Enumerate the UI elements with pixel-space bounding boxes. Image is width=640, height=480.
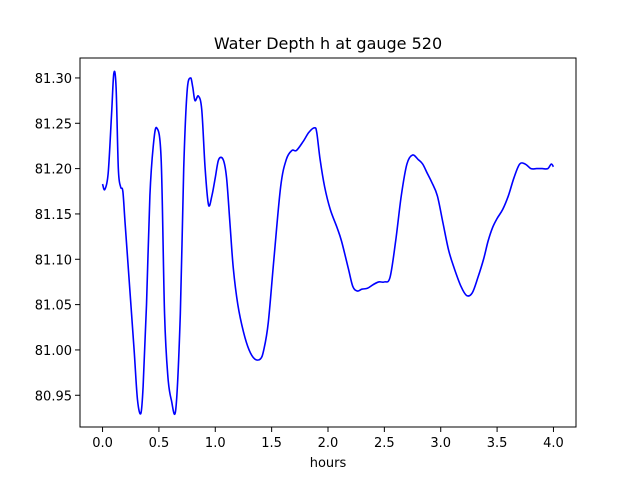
y-tick-label: 81.25: [35, 117, 72, 132]
x-tick-label: 0.0: [92, 436, 113, 451]
x-tick-label: 3.5: [487, 436, 508, 451]
y-tick-label: 81.00: [35, 344, 72, 359]
x-tick-label: 2.5: [374, 436, 395, 451]
y-tick-label: 81.15: [35, 208, 72, 223]
water-depth-series-line: [101, 70, 555, 416]
y-tick-label: 80.95: [35, 389, 72, 404]
plot-area: 0.0 0.5 1.0 1.5 2.0 2.5 3.0 3.5 4.0 80.95 81.00 81…: [35, 57, 577, 451]
x-tick-label: 1.0: [205, 436, 226, 451]
x-axis-label: hours: [310, 456, 347, 471]
x-tick-label: 0.5: [149, 436, 170, 451]
x-tick-label: 1.5: [261, 436, 282, 451]
y-tick-label: 81.30: [35, 72, 72, 87]
x-tick-label: 4.0: [543, 436, 564, 451]
y-tick-label: 81.20: [35, 163, 72, 178]
x-axis-ticks: 0.0 0.5 1.0 1.5 2.0 2.5 3.0 3.5 4.0: [92, 427, 564, 451]
x-tick-label: 3.0: [430, 436, 451, 451]
series-layer: [101, 70, 555, 416]
x-tick-label: 2.0: [318, 436, 339, 451]
y-tick-label: 81.05: [35, 299, 72, 314]
chart-title: Water Depth h at gauge 520: [214, 34, 442, 53]
y-tick-label: 81.10: [35, 253, 72, 268]
y-axis-ticks: 80.95 81.00 81.05 81.10 81.15 81.20 81.25 81.30: [35, 72, 80, 404]
